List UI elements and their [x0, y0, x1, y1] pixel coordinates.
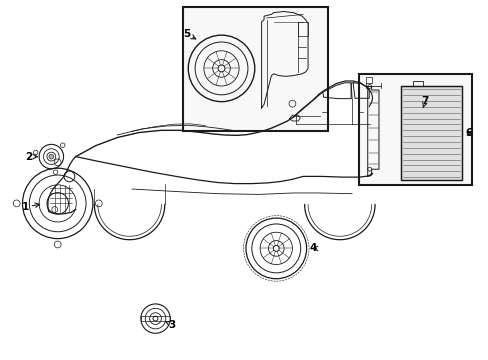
Bar: [359, 74, 471, 185]
Text: 5: 5: [183, 29, 190, 39]
Text: 7: 7: [421, 96, 428, 106]
Text: 4: 4: [308, 243, 316, 253]
Bar: [400, 86, 461, 180]
Text: 1: 1: [22, 202, 29, 212]
Text: 3: 3: [168, 320, 175, 330]
Text: 6: 6: [465, 128, 472, 138]
Ellipse shape: [49, 154, 54, 159]
Bar: [141, 316, 170, 321]
Bar: [400, 86, 461, 180]
Text: 2: 2: [25, 152, 32, 162]
Bar: [183, 7, 327, 131]
